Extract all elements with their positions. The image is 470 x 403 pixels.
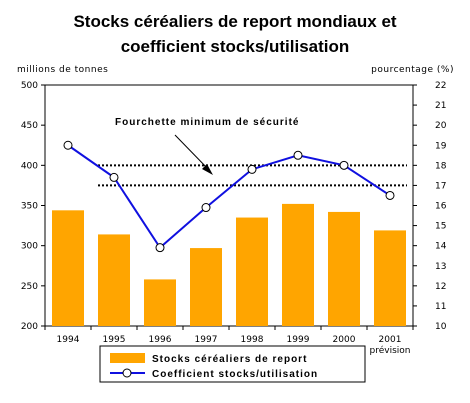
x-tick-label: 1994 xyxy=(57,335,80,345)
x-tick-label: 1996 xyxy=(149,335,172,345)
x-tick-sublabel: prévision xyxy=(370,345,411,356)
bar-1999 xyxy=(282,203,314,326)
annotation: Fourchette minimum de sécurité xyxy=(115,117,299,175)
left-tick-label: 300 xyxy=(21,242,38,252)
x-tick-label: 1998 xyxy=(241,335,264,345)
y-axis-left-label: millions de tonnes xyxy=(17,65,108,75)
line-point-1995 xyxy=(109,172,119,182)
x-tick-label: 1997 xyxy=(195,335,218,345)
right-tick-label: 12 xyxy=(435,282,446,292)
x-tick-label: 1999 xyxy=(287,335,310,345)
left-tick-label: 450 xyxy=(21,121,38,131)
line-series xyxy=(67,144,391,250)
right-tick-label: 13 xyxy=(435,262,446,272)
legend: Stocks céréaliers de report Coefficient … xyxy=(99,345,366,383)
right-tick-label: 14 xyxy=(435,242,447,252)
left-tick-label: 400 xyxy=(21,161,38,171)
chart-title-line1: Stocks céréaliers de report mondiaux et xyxy=(73,12,396,31)
legend-bar-swatch xyxy=(110,353,145,363)
annotation-arrow-head xyxy=(202,164,213,175)
right-tick-label: 16 xyxy=(435,202,447,212)
left-tick-label: 350 xyxy=(21,202,38,212)
bar-1998 xyxy=(236,217,268,326)
x-tick-label: 2000 xyxy=(333,335,356,345)
x-tick-label: 2001 xyxy=(379,335,402,345)
right-tick-label: 19 xyxy=(435,141,447,151)
right-tick-label: 10 xyxy=(435,322,447,332)
right-tick-label: 17 xyxy=(435,181,446,191)
right-tick-label: 21 xyxy=(435,101,446,111)
annotation-text: Fourchette minimum de sécurité xyxy=(115,117,299,128)
bar-1994 xyxy=(52,210,84,326)
line-point-1998 xyxy=(247,164,257,174)
bar-1995 xyxy=(98,234,130,326)
legend-frame xyxy=(99,345,366,383)
legend-line-marker xyxy=(122,368,132,378)
annotation-arrow-shaft xyxy=(174,134,211,172)
line-point-2000 xyxy=(339,160,349,170)
legend-line-label: Coefficient stocks/utilisation xyxy=(152,369,318,380)
bar-1996 xyxy=(144,279,176,326)
y-axis-right-label: pourcentage (%) xyxy=(371,65,454,75)
right-tick-label: 22 xyxy=(435,81,446,91)
right-tick-label: 18 xyxy=(435,161,447,171)
left-tick-label: 250 xyxy=(21,282,38,292)
line-point-1999 xyxy=(293,150,303,160)
bar-2001 xyxy=(374,230,406,326)
line-point-1996 xyxy=(155,243,165,253)
left-tick-label: 500 xyxy=(21,81,38,91)
line-point-1997 xyxy=(201,203,211,213)
right-tick-label: 20 xyxy=(435,121,447,131)
right-tick-label: 11 xyxy=(435,302,446,312)
x-tick-label: 1995 xyxy=(103,335,126,345)
right-tick-label: 15 xyxy=(435,222,446,232)
left-tick-label: 200 xyxy=(21,322,38,332)
chart-title-line2: coefficient stocks/utilisation xyxy=(121,37,350,56)
line-point-2001 xyxy=(385,190,395,200)
bar-1997 xyxy=(190,248,222,326)
legend-bar-label: Stocks céréaliers de report xyxy=(152,354,307,365)
bar-2000 xyxy=(328,211,360,326)
line-point-1994 xyxy=(63,140,73,150)
